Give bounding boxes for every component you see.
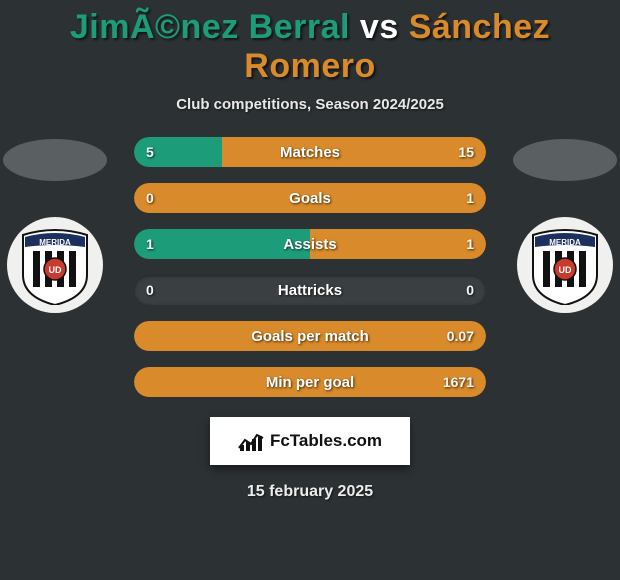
bar-label: Matches <box>134 137 486 167</box>
vs-text: vs <box>350 8 409 46</box>
stat-bar: Matches5 15 <box>134 137 486 167</box>
bar-value-p1: 5 <box>134 137 166 167</box>
compare-area: MERIDA UD MERIDA <box>0 137 620 397</box>
bar-value-p1: 0 <box>134 183 166 213</box>
player2-column: MERIDA UD <box>510 137 620 313</box>
brand-box: FcTables.com <box>210 417 410 465</box>
bar-label: Goals <box>134 183 486 213</box>
subtitle: Club competitions, Season 2024/2025 <box>0 96 620 113</box>
player1-portrait <box>3 139 107 181</box>
stat-bar: Goals0 1 <box>134 183 486 213</box>
stat-bar: Hattricks0 0 <box>134 275 486 305</box>
bar-value-p2: 1 <box>454 229 486 259</box>
bar-value-p2: 1671 <box>431 367 486 397</box>
merida-badge-icon: MERIDA UD <box>19 225 91 305</box>
stat-bars: Matches515Goals01Assists11Hattricks00Goa… <box>134 137 486 397</box>
stat-bar: Goals per match0.07 <box>134 321 486 351</box>
bar-value-p2: 15 <box>446 137 486 167</box>
svg-text:UD: UD <box>559 265 572 275</box>
bar-label: Hattricks <box>134 275 486 305</box>
stat-bar: Assists1 1 <box>134 229 486 259</box>
svg-text:MERIDA: MERIDA <box>549 238 581 247</box>
date-text: 15 february 2025 <box>0 483 620 501</box>
bar-value-p2: 0.07 <box>435 321 486 351</box>
bar-value-p2: 0 <box>454 275 486 305</box>
player2-club-badge: MERIDA UD <box>517 217 613 313</box>
brand-chart-icon <box>238 430 264 452</box>
stat-bar: Min per goal1671 <box>134 367 486 397</box>
merida-badge-icon: MERIDA UD <box>529 225 601 305</box>
bar-label: Assists <box>134 229 486 259</box>
page-title: JimÃ©nez Berral vs Sánchez Romero <box>0 0 620 86</box>
bar-value-p1: 0 <box>134 275 166 305</box>
bar-label: Goals per match <box>134 321 486 351</box>
bar-value-p1: 1 <box>134 229 166 259</box>
player1-column: MERIDA UD <box>0 137 110 313</box>
player1-name: JimÃ©nez Berral <box>70 8 350 46</box>
player2-portrait <box>513 139 617 181</box>
player1-club-badge: MERIDA UD <box>7 217 103 313</box>
svg-text:UD: UD <box>49 265 62 275</box>
svg-text:MERIDA: MERIDA <box>39 238 71 247</box>
bar-value-p2: 1 <box>454 183 486 213</box>
brand-text: FcTables.com <box>270 431 382 451</box>
